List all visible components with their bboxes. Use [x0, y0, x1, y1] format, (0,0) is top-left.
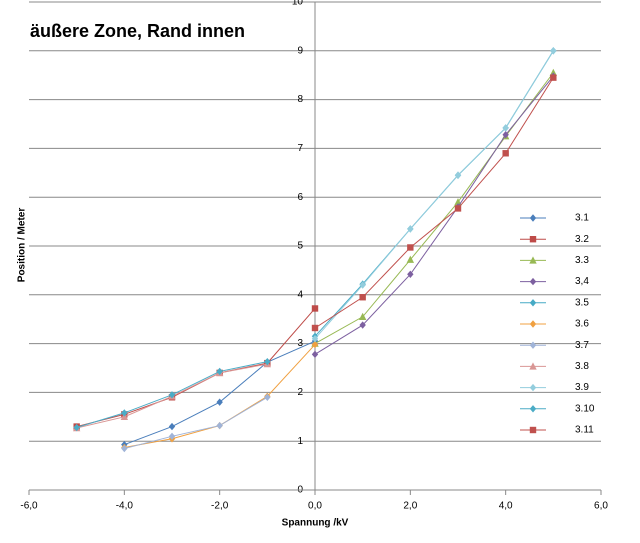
series-line	[314, 75, 554, 355]
marker	[407, 244, 414, 251]
legend-label: 3.9	[575, 382, 589, 393]
marker	[550, 47, 557, 55]
marker	[264, 393, 271, 401]
marker	[121, 444, 128, 453]
marker	[168, 422, 176, 431]
y-axis-label: Position / Meter	[17, 208, 28, 283]
y-tick-label: 3	[297, 338, 303, 349]
marker	[502, 150, 509, 157]
marker	[529, 341, 537, 349]
chart-title: äußere Zone, Rand innen	[30, 21, 245, 41]
series-line	[124, 344, 316, 449]
y-tick-label: 5	[297, 241, 303, 252]
x-tick-label: 2,0	[403, 501, 417, 512]
marker	[311, 340, 319, 349]
marker	[407, 225, 414, 233]
legend-label: 3.2	[575, 234, 589, 245]
marker	[311, 324, 319, 332]
y-tick-label: 4	[297, 289, 303, 300]
marker	[407, 270, 414, 279]
y-tick-label: 8	[297, 94, 303, 105]
x-tick-label: -6,0	[20, 501, 38, 512]
marker	[529, 236, 537, 243]
y-tick-label: 7	[297, 143, 303, 154]
marker	[454, 171, 462, 179]
marker	[529, 362, 537, 370]
marker	[529, 426, 537, 434]
x-axis-label: Spannung /kV	[282, 518, 349, 529]
marker	[216, 398, 223, 406]
legend-label: 3.8	[575, 361, 589, 372]
marker	[550, 74, 557, 81]
marker	[168, 432, 176, 441]
series-line	[314, 72, 554, 345]
x-tick-label: 0,0	[308, 501, 322, 512]
marker	[529, 256, 537, 264]
marker	[406, 255, 415, 263]
legend-label: 3.3	[575, 255, 589, 266]
legend-label: 3.10	[575, 403, 595, 414]
x-tick-label: -4,0	[116, 501, 134, 512]
x-tick-label: 4,0	[499, 501, 513, 512]
series-line	[314, 50, 554, 337]
marker	[529, 299, 537, 307]
legend-label: 3.11	[575, 425, 594, 436]
marker	[358, 312, 367, 320]
y-tick-label: 2	[297, 387, 303, 398]
series-line	[314, 77, 554, 329]
y-tick-label: 9	[297, 45, 303, 56]
marker	[121, 409, 128, 417]
legend-label: 3.7	[575, 340, 589, 351]
marker	[311, 335, 319, 343]
marker	[502, 124, 509, 132]
marker	[529, 214, 537, 222]
marker	[529, 277, 537, 286]
marker	[264, 357, 271, 366]
legend-label: 3,4	[575, 276, 589, 287]
marker	[359, 321, 366, 329]
marker	[549, 68, 558, 76]
marker	[311, 305, 319, 312]
series-line	[314, 50, 554, 340]
marker	[359, 294, 366, 301]
marker	[359, 281, 366, 289]
marker	[529, 320, 537, 328]
marker	[529, 383, 537, 392]
legend-label: 3.1	[575, 213, 589, 224]
marker	[216, 367, 223, 376]
x-tick-label: -2,0	[211, 501, 229, 512]
series-line	[76, 308, 316, 428]
marker	[529, 405, 537, 413]
y-tick-label: 10	[292, 0, 304, 8]
legend-label: 3.5	[575, 297, 589, 308]
marker	[216, 421, 223, 430]
marker	[502, 131, 509, 139]
legend-label: 3.6	[575, 319, 589, 330]
marker	[311, 350, 319, 359]
marker	[454, 205, 462, 212]
marker	[168, 391, 176, 399]
y-tick-label: 1	[297, 436, 303, 447]
x-tick-label: 6,0	[594, 501, 608, 512]
marker	[73, 423, 80, 432]
series-line	[124, 396, 268, 450]
y-tick-label: 6	[297, 192, 303, 203]
